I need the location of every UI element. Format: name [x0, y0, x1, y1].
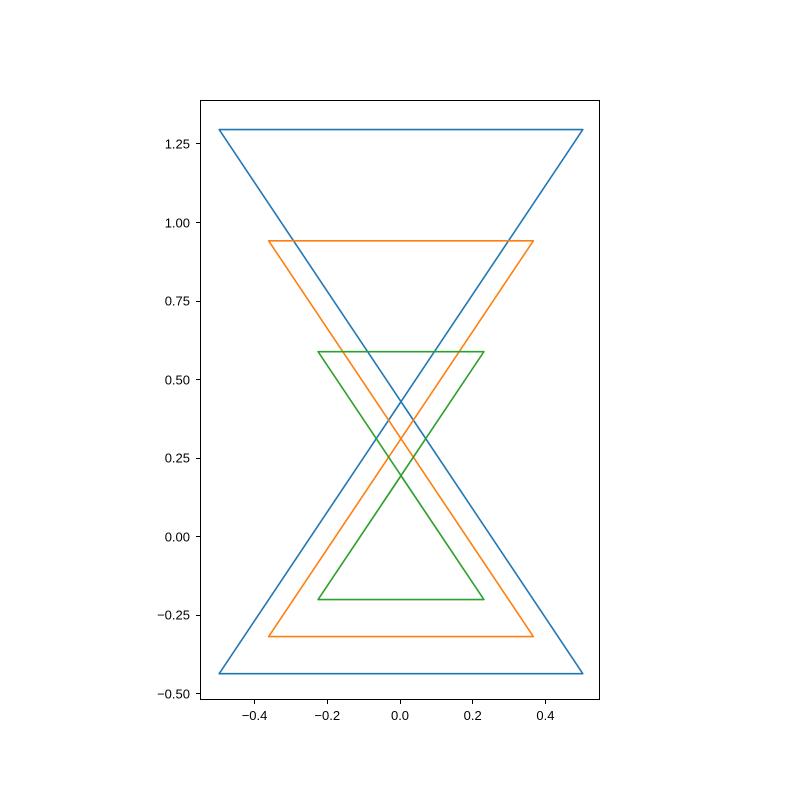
ytick-label: 0.00	[165, 529, 190, 544]
xtick-mark	[472, 700, 473, 704]
shape-orange	[269, 241, 534, 637]
ytick-mark	[196, 222, 200, 223]
shape-green	[318, 352, 484, 600]
xtick-mark	[400, 700, 401, 704]
plot-area	[200, 100, 600, 700]
ytick-mark	[196, 143, 200, 144]
xtick-label: 0.2	[464, 708, 482, 723]
ytick-mark	[196, 693, 200, 694]
ytick-mark	[196, 301, 200, 302]
xtick-mark	[327, 700, 328, 704]
xtick-label: 0.0	[391, 708, 409, 723]
ytick-label: 1.00	[165, 215, 190, 230]
chart-lines	[201, 101, 601, 701]
ytick-label: 1.25	[165, 136, 190, 151]
xtick-label: 0.4	[536, 708, 554, 723]
ytick-mark	[196, 458, 200, 459]
ytick-mark	[196, 615, 200, 616]
xtick-label: −0.2	[314, 708, 340, 723]
xtick-mark	[254, 700, 255, 704]
ytick-label: 0.75	[165, 294, 190, 309]
ytick-mark	[196, 379, 200, 380]
figure: −0.4 −0.2 0.0 0.2 0.4 −0.50 −0.25 0.00 0.25 0.50 0…	[0, 0, 800, 800]
shape-blue	[219, 130, 583, 674]
ytick-mark	[196, 536, 200, 537]
ytick-label: 0.25	[165, 451, 190, 466]
ytick-label: 0.50	[165, 372, 190, 387]
ytick-label: −0.50	[157, 686, 190, 701]
xtick-mark	[545, 700, 546, 704]
xtick-label: −0.4	[242, 708, 268, 723]
ytick-label: −0.25	[157, 608, 190, 623]
